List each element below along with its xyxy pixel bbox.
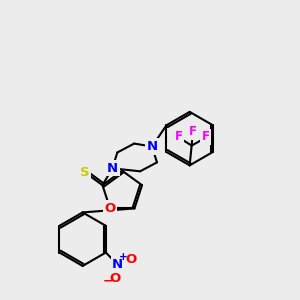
Text: −: − bbox=[103, 275, 113, 288]
Text: O: O bbox=[125, 253, 136, 266]
Text: S: S bbox=[80, 166, 89, 179]
Text: +: + bbox=[119, 251, 128, 262]
Text: O: O bbox=[109, 272, 120, 285]
Text: F: F bbox=[175, 130, 183, 143]
Text: O: O bbox=[104, 202, 116, 215]
Text: F: F bbox=[189, 125, 196, 138]
Text: F: F bbox=[202, 130, 209, 143]
Text: N: N bbox=[107, 162, 118, 175]
Text: N: N bbox=[146, 140, 158, 153]
Text: N: N bbox=[112, 258, 123, 271]
